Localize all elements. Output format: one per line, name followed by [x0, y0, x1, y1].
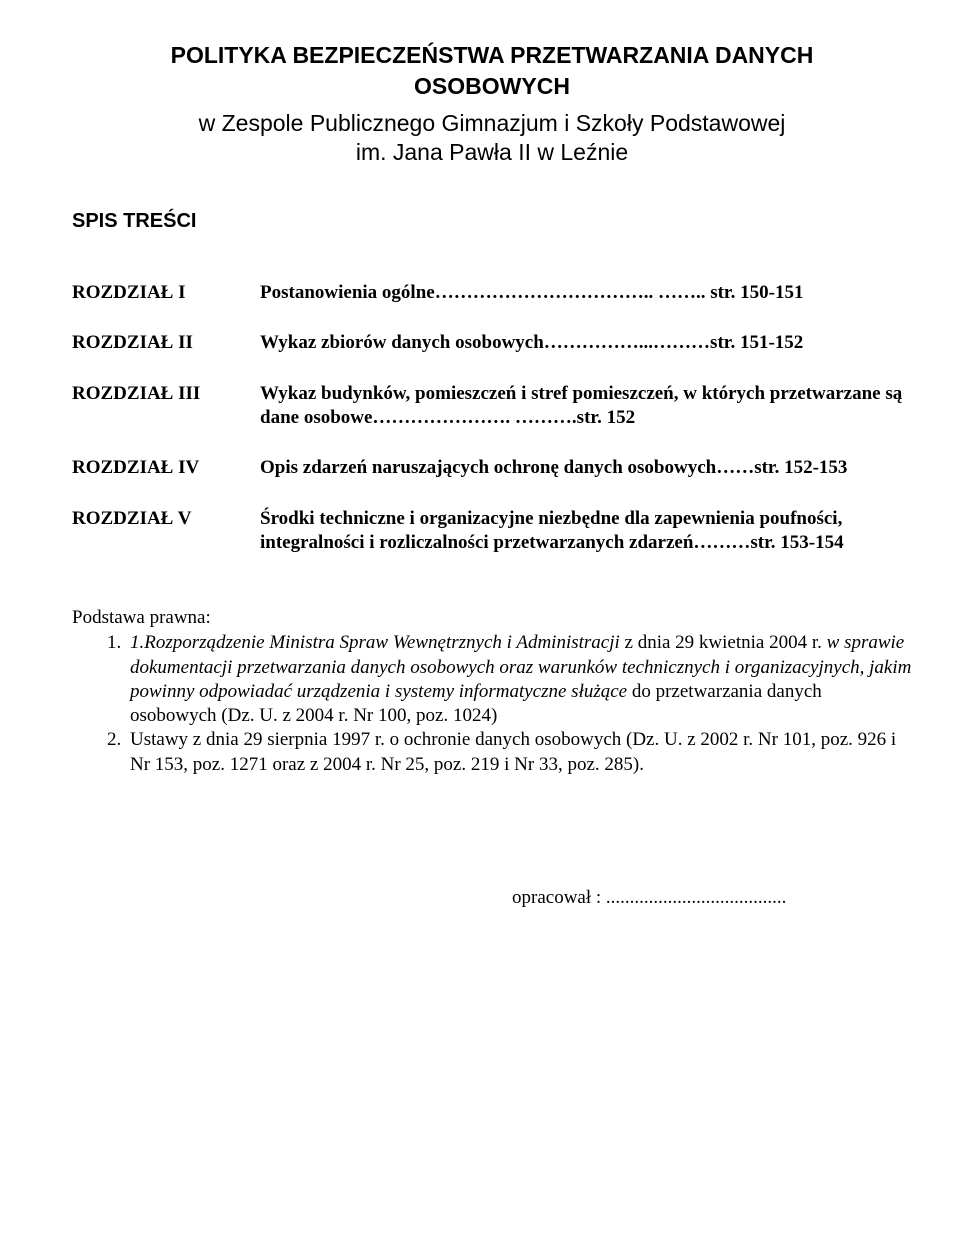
subtitle-line-1: w Zespole Publicznego Gimnazjum i Szkoły…: [72, 110, 912, 137]
legal-basis-1-italic: Rozporządzenie Ministra Spraw Wewnętrzny…: [144, 632, 620, 653]
toc-row-2-desc: Wykaz zbiorów danych osobowych……………...………: [260, 331, 912, 355]
toc-row-5-label: ROZDZIAŁ V: [72, 507, 252, 556]
toc-row-5-desc: Środki techniczne i organizacyjne niezbę…: [260, 507, 912, 556]
toc-row-4-label: ROZDZIAŁ IV: [72, 456, 252, 480]
legal-basis-1-mid: z dnia 29 kwietnia 2004 r.: [620, 632, 827, 653]
legal-basis-list: 1.Rozporządzenie Ministra Spraw Wewnętrz…: [72, 631, 912, 777]
toc-row-2-label: ROZDZIAŁ II: [72, 331, 252, 355]
page: POLITYKA BEZPIECZEŃSTWA PRZETWARZANIA DA…: [0, 0, 960, 968]
toc-row-3-label: ROZDZIAŁ III: [72, 382, 252, 431]
subtitle-line-2: im. Jana Pawła II w Leźnie: [72, 139, 912, 166]
toc-heading: SPIS TREŚCI: [72, 210, 912, 233]
toc-row-1-label: ROZDZIAŁ I: [72, 281, 252, 305]
title-line-2: OSOBOWYCH: [72, 73, 912, 100]
toc-row-4-desc: Opis zdarzeń naruszających ochronę danyc…: [260, 456, 912, 480]
toc-table: ROZDZIAŁ I Postanowienia ogólne…………………………: [72, 281, 912, 555]
title-line-1: POLITYKA BEZPIECZEŃSTWA PRZETWARZANIA DA…: [72, 42, 912, 69]
prepared-by-line: opracował : ............................…: [512, 887, 912, 909]
legal-basis-heading: Podstawa prawna:: [72, 607, 912, 629]
toc-row-3-desc: Wykaz budynków, pomieszczeń i stref pomi…: [260, 382, 912, 431]
legal-basis-item-1: 1.Rozporządzenie Ministra Spraw Wewnętrz…: [126, 631, 912, 728]
legal-basis-item-2: Ustawy z dnia 29 sierpnia 1997 r. o ochr…: [126, 728, 912, 777]
toc-row-1-desc: Postanowienia ogólne…………………………….. …….. s…: [260, 281, 912, 305]
legal-basis-1-lead: 1.: [130, 632, 144, 653]
